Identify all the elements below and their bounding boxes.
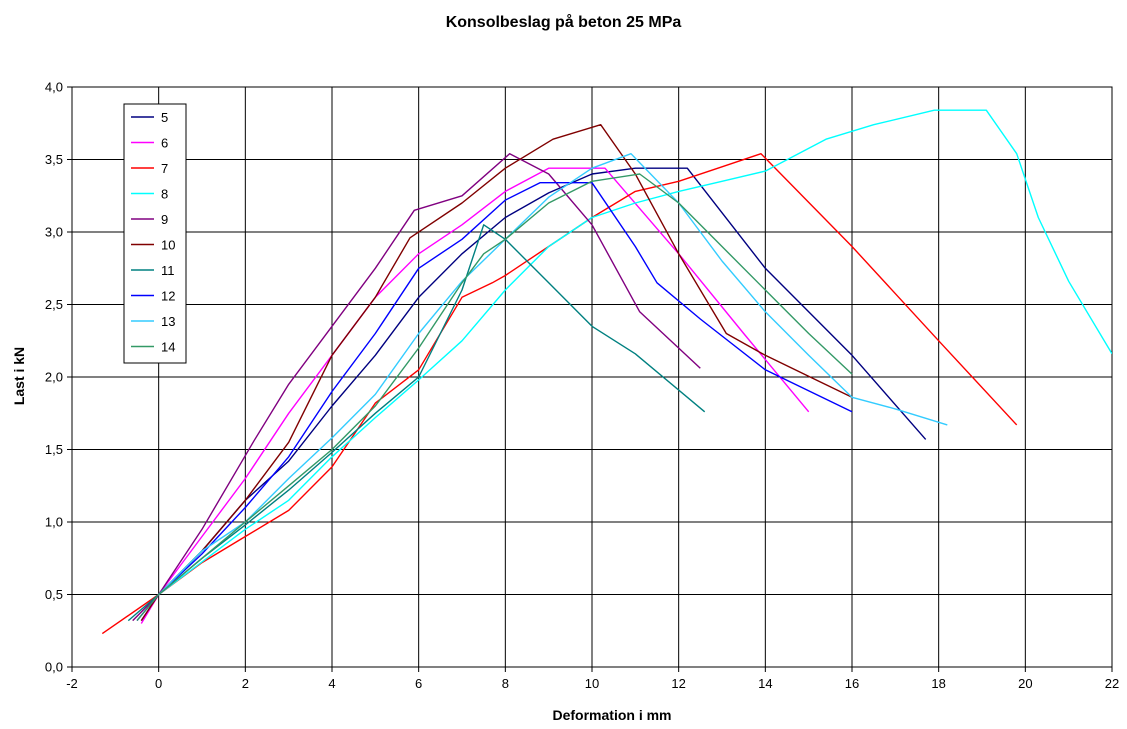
legend-box [123, 103, 187, 364]
legend: 5 6 7 8 9 10 11 12 13 14 [123, 103, 187, 364]
y-tick-label: 2,5 [45, 297, 63, 312]
series-line-6 [140, 167, 810, 624]
plot-border [71, 86, 1113, 668]
y-tick-label: 1,5 [45, 442, 63, 457]
y-axis-label: Last i kN [11, 346, 27, 406]
series-line-8 [158, 109, 1112, 596]
y-tick-label: 2,0 [45, 370, 63, 385]
legend-label: 8 [161, 187, 168, 202]
series-line-10 [140, 123, 853, 621]
x-tick-label: 8 [502, 676, 509, 691]
x-tick-label: -2 [66, 676, 78, 691]
x-tick-label: 18 [931, 676, 945, 691]
x-tick-label: 16 [845, 676, 859, 691]
y-tick-label: 3,0 [45, 225, 63, 240]
series-line-12 [136, 181, 853, 622]
series-line-7 [101, 152, 1018, 635]
legend-label: 5 [161, 110, 168, 125]
legend-label: 12 [161, 289, 175, 304]
series-line-13 [158, 152, 948, 595]
x-tick-label: 2 [242, 676, 249, 691]
chart-title: Konsolbeslag på beton 25 MPa [445, 14, 682, 31]
x-tick-label: 10 [585, 676, 599, 691]
x-tick-label: 22 [1105, 676, 1119, 691]
legend-label: 7 [161, 161, 168, 176]
x-tick-label: 0 [155, 676, 162, 691]
x-tick-label: 12 [671, 676, 685, 691]
x-tick-label: 6 [415, 676, 422, 691]
x-tick-label: 4 [328, 676, 335, 691]
y-tick-label: 4,0 [45, 80, 63, 95]
series-lines [101, 109, 1112, 635]
y-tick-label: 3,5 [45, 152, 63, 167]
x-tick-label: 14 [758, 676, 772, 691]
series-line-9 [132, 152, 701, 622]
x-tick-label: 20 [1018, 676, 1032, 691]
legend-label: 14 [161, 340, 175, 355]
series-line-14 [136, 173, 853, 622]
legend-label: 13 [161, 314, 175, 329]
x-axis-label: Deformation i mm [552, 707, 672, 723]
y-tick-label: 0,0 [45, 660, 63, 675]
legend-label: 9 [161, 212, 168, 227]
series-line-11 [127, 224, 706, 622]
axes: -2 0 2 4 6 8 10 12 14 16 18 20 22 0,0 0,5 1,0 1,5 2,0 2,5 3… [45, 80, 1119, 692]
y-tick-label: 1,0 [45, 515, 63, 530]
legend-label: 11 [161, 263, 175, 278]
legend-label: 6 [161, 136, 168, 151]
y-tick-label: 0,5 [45, 587, 63, 602]
legend-label: 10 [161, 238, 175, 253]
